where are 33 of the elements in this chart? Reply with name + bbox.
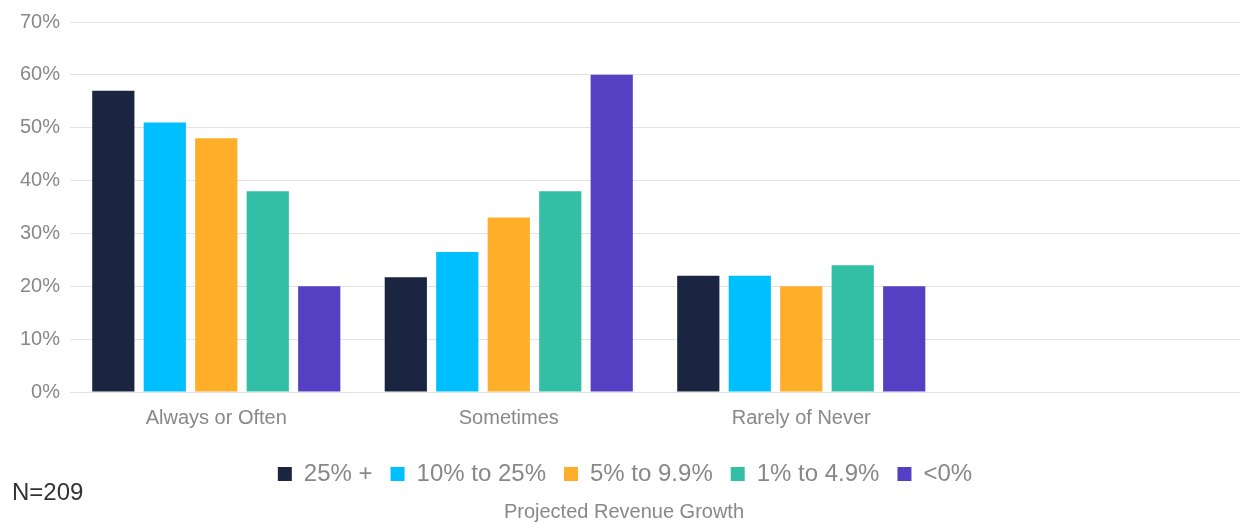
- y-tick-label: 40%: [20, 168, 61, 191]
- x-tick-label: Always or Often: [145, 405, 287, 428]
- bar: [539, 191, 582, 392]
- y-tick-label: 30%: [20, 220, 61, 243]
- text: N=209: [12, 478, 84, 506]
- bar: [831, 265, 874, 392]
- y-tick-label: 70%: [20, 9, 61, 32]
- y-tick-label: 50%: [20, 115, 61, 138]
- legend-label: <0%: [923, 458, 973, 486]
- bar: [143, 122, 186, 392]
- bar: [677, 275, 720, 392]
- legend-label: 25% +: [303, 458, 373, 486]
- legend-label: 1% to 4.9%: [756, 458, 880, 486]
- bar: [92, 90, 135, 392]
- x-tick-label: Sometimes: [458, 405, 559, 428]
- y-tick-label: 60%: [20, 62, 61, 85]
- bar: [384, 277, 427, 392]
- bar: [298, 286, 341, 392]
- bar: [436, 251, 479, 392]
- bar: [487, 217, 530, 392]
- bar: [246, 191, 289, 392]
- legend-title: Projected Revenue Growth: [503, 500, 745, 522]
- y-tick-label: 10%: [20, 326, 61, 349]
- bar: [780, 286, 823, 392]
- bar: [728, 275, 771, 392]
- bar: [883, 286, 926, 392]
- y-tick-label: 20%: [20, 273, 61, 296]
- bar: [195, 138, 238, 392]
- y-tick-label: 0%: [31, 379, 61, 402]
- legend-label: 5% to 9.9%: [589, 458, 713, 486]
- x-tick-label: Rarely of Never: [731, 405, 872, 428]
- legend-label: 10% to 25%: [416, 458, 546, 486]
- bar: [590, 74, 633, 392]
